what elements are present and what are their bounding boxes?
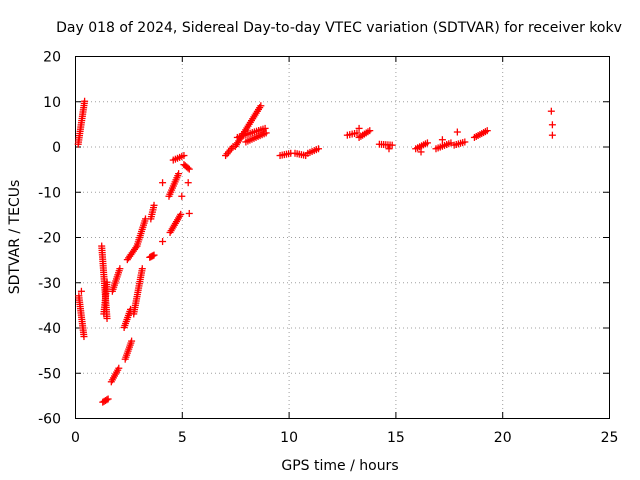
- data-point: [175, 170, 183, 178]
- data-point: [77, 287, 85, 295]
- data-point: [177, 210, 185, 218]
- data-point: [257, 102, 265, 110]
- data-point: [388, 141, 396, 149]
- y-tick-label: -30: [38, 276, 61, 292]
- x-tick-label: 10: [280, 430, 298, 446]
- y-tick-label: 0: [52, 140, 61, 156]
- data-point: [423, 139, 431, 147]
- data-point: [184, 179, 192, 187]
- data-point: [483, 127, 491, 135]
- data-point: [417, 148, 425, 156]
- data-point: [138, 265, 146, 273]
- data-point: [355, 124, 363, 132]
- data-point: [453, 128, 461, 136]
- x-tick-label: 5: [178, 430, 187, 446]
- y-axis: -60 -50 -40 -30 -20 -10 0 10 20: [38, 50, 609, 428]
- x-axis-label: GPS time / hours: [281, 458, 398, 474]
- data-point: [115, 364, 123, 372]
- data-series: [74, 97, 556, 406]
- data-point: [103, 396, 111, 404]
- data-point: [548, 121, 556, 129]
- data-point: [185, 209, 193, 217]
- data-point: [81, 97, 89, 105]
- data-point: [438, 136, 446, 144]
- data-point: [366, 127, 374, 135]
- data-point: [547, 107, 555, 115]
- data-point: [185, 165, 193, 173]
- x-axis: 0 5 10 15 20 25: [71, 56, 618, 446]
- data-point: [461, 138, 469, 146]
- data-point: [116, 265, 124, 273]
- data-point: [184, 164, 192, 172]
- data-point: [262, 129, 270, 137]
- y-tick-label: -60: [38, 412, 61, 428]
- data-point: [353, 129, 361, 137]
- data-point: [159, 179, 167, 187]
- data-point: [180, 152, 188, 160]
- data-point: [159, 238, 167, 246]
- y-tick-label: -50: [38, 366, 61, 382]
- y-tick-label: 20: [43, 50, 61, 66]
- data-point: [128, 337, 136, 345]
- y-axis-label: SDTVAR / TECUs: [7, 180, 23, 295]
- data-point: [150, 201, 158, 209]
- data-point: [150, 251, 158, 259]
- y-tick-label: -10: [38, 185, 61, 201]
- x-tick-label: 20: [494, 430, 512, 446]
- y-tick-label: -40: [38, 321, 61, 337]
- data-point: [178, 192, 186, 200]
- y-tick-label: 10: [43, 95, 61, 111]
- data-point: [385, 145, 393, 153]
- chart-title: Day 018 of 2024, Sidereal Day-to-day VTE…: [56, 20, 622, 36]
- data-point: [315, 145, 323, 153]
- data-point: [103, 278, 111, 286]
- y-tick-label: -20: [38, 231, 61, 247]
- data-point: [548, 131, 556, 139]
- x-tick-label: 25: [601, 430, 619, 446]
- grid: [75, 56, 609, 418]
- data-point: [80, 333, 88, 341]
- x-tick-label: 15: [387, 430, 405, 446]
- data-point: [104, 395, 112, 403]
- data-point: [103, 314, 111, 322]
- data-point: [261, 124, 269, 132]
- x-tick-label: 0: [71, 430, 80, 446]
